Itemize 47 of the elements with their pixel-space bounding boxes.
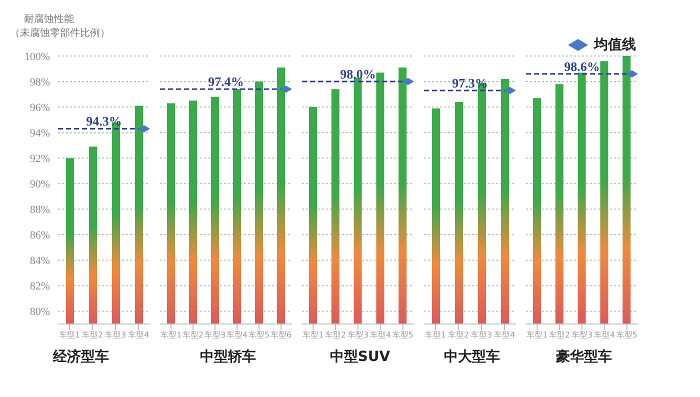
text: 中型SUV xyxy=(330,348,390,366)
x-tick-label: 车型3 xyxy=(571,330,593,340)
x-tick-label: 车型2 xyxy=(182,330,204,340)
x-tick-label: 车型4 xyxy=(494,330,516,340)
y-tick-label: 94% xyxy=(30,127,50,140)
x-tick-label: 车型5 xyxy=(616,330,638,340)
text: 中大型车 xyxy=(444,348,500,366)
x-tick-label: 车型6 xyxy=(270,330,292,340)
text: 中型轿车 xyxy=(200,348,256,366)
x-tick-label: 车型1 xyxy=(424,330,446,340)
x-tick-label: 车型3 xyxy=(204,330,226,340)
x-tick-label: 车型1 xyxy=(160,330,182,340)
y-tick-label: 80% xyxy=(30,306,50,318)
y-tick-label: 98% xyxy=(30,76,50,88)
ref-line-label: 97.3% xyxy=(452,75,488,90)
ref-line-label: 98.0% xyxy=(340,66,376,82)
y-tick-label: 86% xyxy=(30,230,50,242)
y-tick-label: 92% xyxy=(30,153,50,165)
x-tick-label: 车型1 xyxy=(58,330,80,340)
x-tick-label: 车型2 xyxy=(448,330,470,340)
x-tick-label: 车型2 xyxy=(549,330,570,340)
ref-line-label: 97.4% xyxy=(208,74,244,90)
x-tick-label: 车型5 xyxy=(392,330,414,340)
y-tick-label: 84% xyxy=(30,255,50,268)
x-tick-label: 车型2 xyxy=(325,330,346,340)
x-tick-label: 车型3 xyxy=(470,330,492,340)
ref-line-label: 98.6% xyxy=(564,58,600,74)
x-tick-label: 车型4 xyxy=(370,330,391,340)
text: 均值线 xyxy=(594,36,636,54)
x-tick-label: 车型4 xyxy=(594,330,615,340)
x-tick-label: 车型5 xyxy=(248,330,270,340)
y-tick-label: 96% xyxy=(30,102,50,114)
ref-line-label: 94.3% xyxy=(86,114,122,129)
x-tick-label: 车型1 xyxy=(526,330,548,340)
x-tick-label: 车型3 xyxy=(104,330,126,340)
text: 经济型车 xyxy=(53,348,109,366)
x-tick-label: 车型1 xyxy=(302,330,324,340)
y-tick-label: 90% xyxy=(30,178,50,191)
x-tick-label: 车型4 xyxy=(128,330,150,340)
y-tick-label: 88% xyxy=(30,204,50,216)
x-tick-label: 车型4 xyxy=(226,330,248,340)
x-tick-label: 车型3 xyxy=(347,330,369,340)
y-tick-label: 100% xyxy=(24,50,50,63)
y-tick-label: 82% xyxy=(30,280,50,293)
x-tick-label: 车型2 xyxy=(82,330,104,340)
y-axis-title: 耐腐蚀性能（未腐蚀零部件比例） xyxy=(10,13,110,39)
text: 豪华型车 xyxy=(556,348,612,366)
